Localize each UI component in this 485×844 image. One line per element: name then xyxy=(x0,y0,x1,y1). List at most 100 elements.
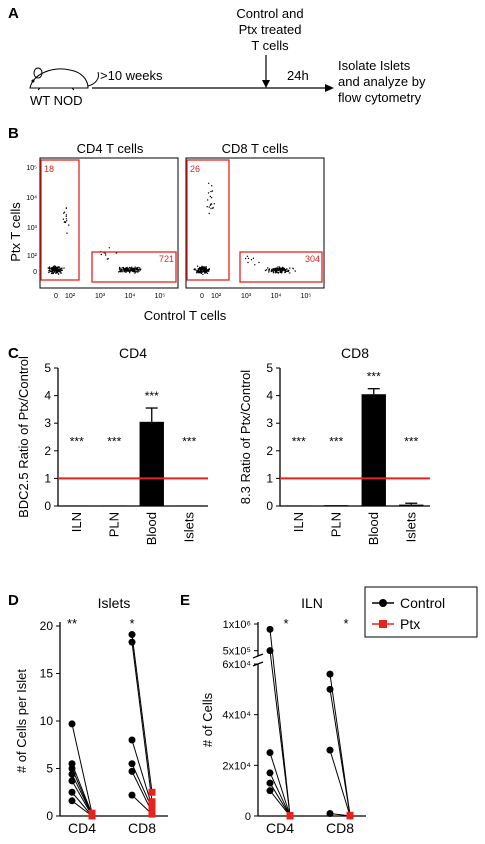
control-point xyxy=(128,767,136,775)
flow-event-dot xyxy=(105,254,107,256)
control-point xyxy=(68,765,76,772)
y-tick-label: 20 xyxy=(40,619,54,633)
flow-event-dot xyxy=(65,214,68,216)
flow-event-dot xyxy=(207,199,209,201)
flow-event-dot xyxy=(119,270,122,272)
flow-event-dot xyxy=(57,273,60,275)
flow-event-dot xyxy=(131,270,134,272)
flow-event-dot xyxy=(55,271,58,273)
flow-event-dot xyxy=(58,266,61,268)
flow-event-dot xyxy=(200,272,203,275)
y-tick-label: 4x10⁴ xyxy=(222,710,251,722)
flow-event-dot xyxy=(123,267,125,270)
flow-event-dot xyxy=(137,271,139,273)
flow-event-dot xyxy=(252,257,255,259)
ptx-point xyxy=(148,788,156,796)
flow-event-dot xyxy=(60,271,62,273)
cd4-ytick: 10³ xyxy=(27,225,38,232)
timeline-arrowhead xyxy=(325,84,334,92)
y-tick-label: 1 xyxy=(266,471,273,485)
y-tick-label: 1 xyxy=(44,471,51,485)
category-label: PLN xyxy=(328,512,343,537)
ptx-point xyxy=(286,812,294,820)
flow-event-dot xyxy=(281,268,283,270)
category-label: ILN xyxy=(291,512,306,532)
flow-event-dot xyxy=(55,270,57,272)
flow-event-dot xyxy=(138,270,140,272)
cd4-xtick: 0 xyxy=(54,293,58,300)
cd8-flow-plot: 26 304 0 10² 10³ 10⁴ 10⁵ xyxy=(185,157,325,300)
y-tick-label: 2x10⁴ xyxy=(222,760,251,772)
cd8-xtick: 10² xyxy=(211,293,222,300)
flow-event-dot xyxy=(118,271,120,273)
flow-event-dot xyxy=(268,271,270,273)
significance-label: *** xyxy=(107,434,121,448)
y-tick-label: 3 xyxy=(44,416,51,430)
legend-control-marker xyxy=(379,599,387,607)
flow-event-dot xyxy=(121,267,123,269)
category-label: Islets xyxy=(181,512,196,543)
flow-event-dot xyxy=(53,268,55,270)
significance-label: *** xyxy=(404,434,418,448)
flow-event-dot xyxy=(61,267,63,269)
flow-event-dot xyxy=(197,270,199,272)
flow-event-dot xyxy=(57,269,59,271)
flow-event-dot xyxy=(134,270,136,273)
flow-event-dot xyxy=(135,267,137,270)
flow-event-dot xyxy=(206,269,208,271)
flow-event-dot xyxy=(63,212,65,214)
control-point xyxy=(326,670,334,678)
control-point xyxy=(326,809,334,817)
y-tick-label: 5 xyxy=(46,762,53,776)
mouse-label: WT NOD xyxy=(30,93,82,108)
pair-line xyxy=(269,782,291,817)
bar xyxy=(102,505,127,506)
flow-event-dot xyxy=(208,268,211,270)
flow-event-dot xyxy=(277,266,279,268)
flow-event-dot xyxy=(289,267,291,269)
category-label: ILN xyxy=(69,512,84,532)
flow-event-dot xyxy=(49,267,51,269)
cd8-xtick: 10⁴ xyxy=(271,293,282,300)
pair-line xyxy=(269,790,291,817)
legend-control-label: Control xyxy=(400,595,445,611)
cd4-xtick: 10⁵ xyxy=(155,293,166,300)
flow-event-dot xyxy=(284,269,287,271)
cd4-xtick: 10³ xyxy=(95,293,106,300)
legend: Control Ptx xyxy=(364,586,478,638)
flow-event-dot xyxy=(128,267,130,269)
flow-event-dot xyxy=(212,207,214,210)
flow-event-dot xyxy=(133,270,135,273)
ptx-point xyxy=(346,812,354,820)
y-tick-label: 5x10⁵ xyxy=(223,646,251,658)
flow-event-dot xyxy=(130,268,132,270)
outcome-line1: Isolate Islets xyxy=(338,58,411,73)
cd4-control-gate xyxy=(91,251,177,283)
cd4-xtick: 10² xyxy=(65,293,76,300)
flow-event-dot xyxy=(199,267,201,270)
cd4-xtick: 10⁴ xyxy=(125,293,136,300)
flow-event-dot xyxy=(63,211,66,213)
flow-event-dot xyxy=(124,267,126,270)
chart-title: CD4 xyxy=(119,345,147,361)
treatment-label-line1: Control and xyxy=(236,6,303,21)
flow-event-dot xyxy=(204,267,206,269)
flow-event-dot xyxy=(201,265,203,268)
flow-event-dot xyxy=(134,272,136,274)
chart-title: ILN xyxy=(301,595,323,611)
flow-event-dot xyxy=(207,192,210,194)
flow-event-dot xyxy=(123,271,125,273)
flow-event-dot xyxy=(208,182,210,184)
category-label: PLN xyxy=(106,512,121,537)
panel-letter-d: D xyxy=(8,592,19,609)
significance-label: *** xyxy=(145,389,159,403)
flow-event-dot xyxy=(100,253,103,256)
significance-label: *** xyxy=(367,370,381,384)
group-label: CD4 xyxy=(68,820,96,836)
flow-x-axis-label: Control T cells xyxy=(144,308,227,323)
panel-letter-e: E xyxy=(180,592,190,609)
significance-label: * xyxy=(283,616,288,631)
flow-event-dot xyxy=(62,218,65,220)
